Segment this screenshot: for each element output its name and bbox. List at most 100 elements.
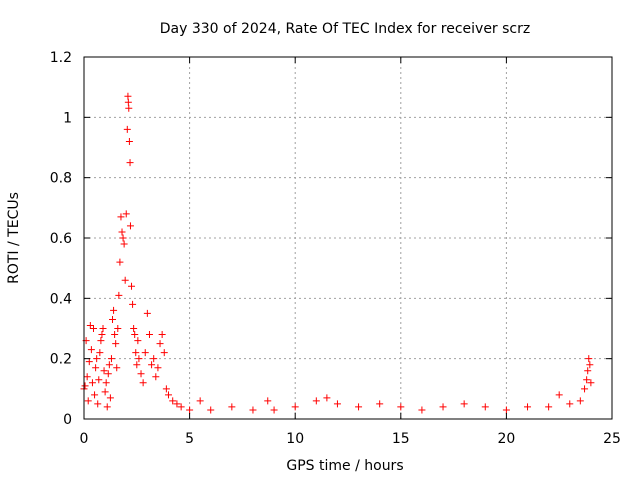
- data-point: [555, 391, 563, 399]
- data-point: [96, 349, 104, 357]
- data-point: [90, 325, 98, 332]
- data-point: [418, 406, 426, 414]
- data-point: [100, 367, 108, 375]
- data-point: [143, 309, 151, 317]
- data-point: [584, 367, 592, 375]
- chart-title: Day 330 of 2024, Rate Of TEC Index for r…: [160, 21, 530, 37]
- data-point: [124, 92, 132, 100]
- axis-ticks: 0 5 10 15 20 25 0 0.2 0.4 0.6 0.8 1 1.2: [50, 50, 621, 447]
- data-point: [95, 376, 103, 384]
- data-point: [132, 349, 140, 357]
- data-point: [86, 321, 94, 329]
- data-point: [105, 361, 113, 369]
- data-point: [152, 373, 160, 381]
- data-point: [249, 406, 257, 414]
- data-point: [102, 379, 110, 387]
- data-point: [169, 397, 177, 405]
- data-point: [154, 364, 162, 372]
- data-point: [135, 355, 143, 363]
- x-tick-label: 25: [603, 431, 621, 447]
- data-point: [581, 385, 589, 393]
- data-point: [481, 403, 489, 411]
- data-point: [110, 306, 118, 314]
- data-point: [148, 361, 156, 369]
- data-point: [124, 98, 132, 106]
- data-point: [141, 349, 149, 357]
- data-point: [587, 379, 595, 387]
- data-point: [88, 379, 96, 387]
- data-point: [87, 346, 95, 354]
- y-tick-label: 0.6: [50, 231, 72, 247]
- data-point: [173, 400, 181, 408]
- data-point: [376, 400, 384, 408]
- data-point: [158, 331, 166, 339]
- data-point: [196, 397, 204, 405]
- data-point: [106, 394, 114, 402]
- data-point: [583, 376, 591, 384]
- x-tick-label: 15: [392, 431, 410, 447]
- data-point: [101, 388, 109, 396]
- data-point: [312, 397, 320, 405]
- data-point: [93, 355, 101, 363]
- data-point: [126, 222, 134, 230]
- data-point: [130, 325, 138, 332]
- data-point: [177, 403, 185, 411]
- data-point: [228, 403, 236, 411]
- data-point: [81, 382, 89, 390]
- data-point: [117, 213, 125, 221]
- data-point: [207, 406, 215, 414]
- data-point: [502, 406, 510, 414]
- data-point: [121, 276, 129, 284]
- grid-lines: [84, 57, 612, 419]
- data-point: [126, 159, 134, 167]
- x-axis-label: GPS time / hours: [286, 458, 403, 474]
- data-point: [162, 385, 170, 393]
- data-point: [128, 282, 136, 290]
- data-point: [119, 234, 127, 242]
- data-point: [585, 355, 593, 363]
- data-point: [576, 397, 584, 405]
- data-point: [98, 331, 106, 339]
- x-tick-label: 10: [286, 431, 304, 447]
- data-point: [125, 137, 133, 145]
- data-points: [80, 92, 595, 414]
- x-tick-label: 5: [185, 431, 194, 447]
- data-point: [116, 258, 124, 266]
- data-point: [123, 125, 131, 133]
- plot-frame: [83, 56, 613, 420]
- y-tick-label: 0.4: [50, 291, 72, 307]
- data-point: [92, 364, 100, 372]
- y-axis-label: ROTI / TECUs: [6, 192, 22, 284]
- data-point: [120, 240, 128, 248]
- data-point: [85, 358, 93, 366]
- data-point: [545, 403, 553, 411]
- y-tick-label: 0.8: [50, 171, 72, 187]
- data-point: [439, 403, 447, 411]
- y-tick-label: 1: [63, 110, 72, 126]
- data-point: [164, 391, 172, 399]
- data-point: [186, 406, 194, 414]
- data-point: [145, 331, 153, 339]
- data-point: [397, 403, 405, 411]
- data-point: [150, 355, 158, 363]
- data-point: [134, 337, 142, 345]
- data-point: [139, 379, 147, 387]
- x-tick-label: 0: [80, 431, 89, 447]
- data-point: [113, 364, 121, 372]
- data-point: [133, 361, 141, 369]
- data-point: [109, 315, 117, 323]
- data-point: [270, 406, 278, 414]
- data-point: [137, 370, 145, 378]
- data-point: [103, 403, 111, 411]
- data-point: [131, 331, 139, 339]
- data-point: [115, 291, 123, 299]
- data-point: [97, 337, 105, 345]
- data-point: [586, 361, 594, 369]
- data-point: [566, 400, 574, 408]
- data-point: [91, 391, 99, 399]
- data-point: [524, 403, 532, 411]
- data-point: [125, 104, 133, 112]
- data-point: [160, 349, 168, 357]
- data-point: [118, 228, 126, 236]
